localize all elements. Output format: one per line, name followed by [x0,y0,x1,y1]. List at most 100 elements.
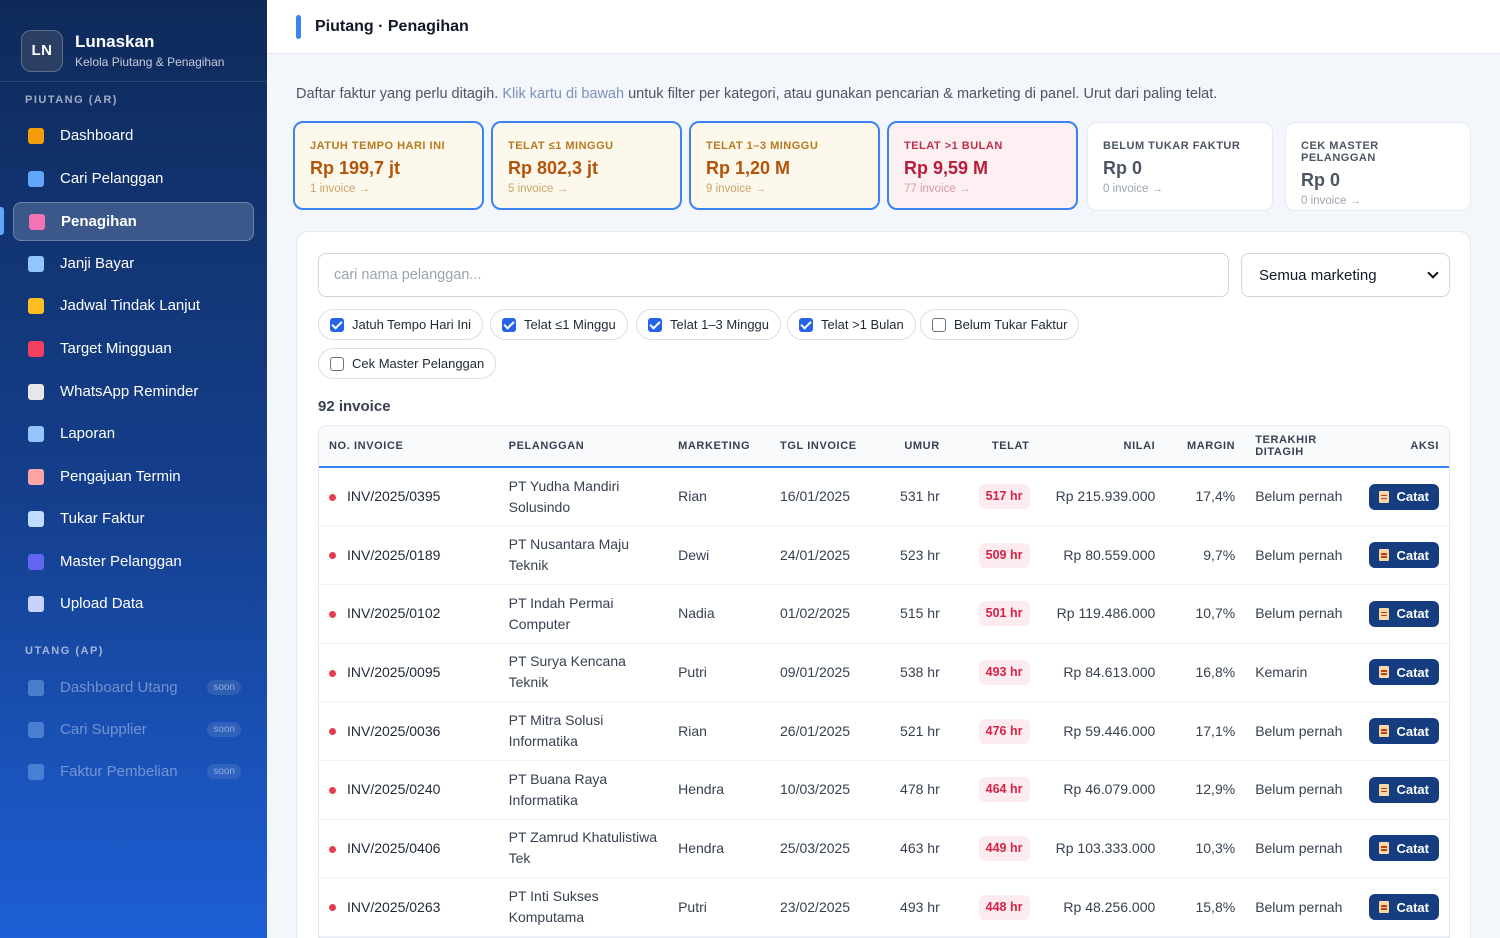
invoice-margin: 17,1% [1195,722,1236,739]
section-label-ap: UTANG (AP) [25,645,104,657]
table-row[interactable]: INV/2025/0263 PT Inti Sukses Komputama Put… [319,878,1449,937]
sidebar-item-label: Janji Bayar [60,255,135,272]
table-row[interactable]: INV/2025/0189 PT Nusantara Maju Teknik Dew… [319,526,1449,585]
sidebar-item-janji-bayar[interactable]: Janji Bayar [13,244,254,283]
filter-chip-cek-master-pelanggan[interactable]: Cek Master Pelanggan [318,348,497,379]
table-row[interactable]: INV/2025/0240 PT Buana Raya Informatika He… [319,760,1449,820]
filter-chip-belum-tukar-faktur[interactable]: Belum Tukar Faktur [920,309,1080,340]
late-badge: 449 hr [978,835,1030,861]
record-button-label: Catat [1396,899,1429,915]
sidebar-item-faktur-pembelian: Faktur Pembelian soon [13,752,254,791]
invoice-cell: INV/2025/0189 [319,526,499,585]
sidebar-item-laporan[interactable]: Laporan [13,414,254,453]
card-value: Rp 802,3 jt [508,158,599,178]
late-cell: 464 hr [950,760,1040,819]
summary-card-telat-1-minggu[interactable]: TELAT ≤1 MINGGU Rp 802,3 jt 5 invoice → [491,121,682,210]
card-invoice-count: 5 invoice → [508,183,569,195]
sidebar-item-label: WhatsApp Reminder [60,383,199,400]
marketing-select[interactable]: Semua marketing [1241,253,1450,297]
customer-name: PT Inti Sukses Komputama [508,888,599,926]
record-button-label: Catat [1396,547,1429,563]
column-header: NO. INVOICE [329,440,404,452]
filter-checkbox[interactable] [502,317,516,332]
table-row[interactable]: INV/2025/0095 PT Surya Kencana Teknik Putr… [319,643,1449,702]
customer-name: PT Yudha Mandiri Solusindo [508,477,620,515]
filter-checkbox[interactable] [330,356,344,371]
chevron-down-icon [1427,267,1439,279]
late-cell: 448 hr [950,878,1040,937]
trend-icon [28,425,44,442]
filter-chip-jatuh-tempo-hari-ini[interactable]: Jatuh Tempo Hari Ini [318,309,483,340]
record-button[interactable]: Catat [1369,483,1439,510]
filter-label: Jatuh Tempo Hari Ini [352,317,471,332]
sidebar-item-label: Target Mingguan [60,340,172,357]
overdue-dot-icon [329,669,336,677]
sidebar: LN Lunaskan Kelola Piutang & Penagihan P… [0,0,267,938]
action-cell: Catat [1357,643,1449,702]
table-row[interactable]: INV/2025/0036 PT Mitra Solusi Informatika… [319,702,1449,761]
record-button[interactable]: Catat [1369,600,1439,627]
last-billed: Belum pernah [1255,546,1343,563]
filter-chip-telat-1-minggu[interactable]: Telat ≤1 Minggu [490,309,628,340]
last-billed: Belum pernah [1255,898,1343,915]
summary-card-telat-1-3-minggu[interactable]: TELAT 1–3 MINGGU Rp 1,20 M 9 invoice → [689,121,880,210]
record-button[interactable]: Catat [1369,718,1439,745]
record-button[interactable]: Catat [1369,835,1439,862]
soon-badge: soon [207,764,241,779]
column-header: UMUR [904,440,940,452]
sidebar-item-jadwal-tindak-lanjut[interactable]: Jadwal Tindak Lanjut [13,286,254,325]
sidebar-item-penagihan[interactable]: Penagihan [13,202,254,241]
marketing-name: Rian [678,488,707,505]
record-button[interactable]: Catat [1369,659,1439,686]
late-cell: 476 hr [950,702,1040,761]
table-row[interactable]: INV/2025/0102 PT Indah Permai Computer Nad… [319,584,1449,644]
filter-checkbox[interactable] [330,317,344,332]
filter-checkbox[interactable] [799,317,813,332]
column-header: MARGIN [1186,440,1236,452]
filter-chip-telat-1-3-minggu[interactable]: Telat 1–3 Minggu [636,309,782,340]
table-row[interactable]: INV/2025/0395 PT Yudha Mandiri Solusindo R… [319,467,1449,526]
last-billed: Kemarin [1255,663,1308,680]
table-row[interactable]: INV/2025/0406 PT Zamrud Khatulistiwa Tek H… [319,819,1449,878]
filter-chip-telat-1-bulan[interactable]: Telat >1 Bulan [787,309,916,340]
invoice-number: INV/2025/0095 [347,663,441,680]
invoice-date: 10/03/2025 [780,781,851,798]
record-button-label: Catat [1396,723,1429,739]
filter-checkbox[interactable] [932,317,946,332]
search-input[interactable] [318,253,1229,297]
sidebar-item-cari-pelanggan[interactable]: Cari Pelanggan [13,159,254,198]
sidebar-item-upload-data[interactable]: Upload Data [13,584,254,623]
invoice-age: 493 hr [900,898,940,915]
sidebar-item-dashboard[interactable]: Dashboard [13,116,254,155]
customer-name: PT Zamrud Khatulistiwa Tek [508,829,657,867]
marketing-name: Hendra [678,781,725,798]
sidebar-item-target-mingguan[interactable]: Target Mingguan [13,329,254,368]
sidebar-item-tukar-faktur[interactable]: Tukar Faktur [13,499,254,538]
sidebar-item-whatsapp-reminder[interactable]: WhatsApp Reminder [13,372,254,411]
marketing-name: Putri [678,663,707,680]
record-button[interactable]: Catat [1369,776,1439,803]
action-cell: Catat [1357,584,1449,643]
late-badge: 509 hr [978,542,1030,568]
invoice-value: Rp 119.486.000 [1056,605,1156,622]
invoice-age: 538 hr [900,663,940,680]
invoice-margin: 12,9% [1195,781,1236,798]
invoice-margin: 10,3% [1195,839,1236,856]
card-value: Rp 0 [1301,170,1341,190]
record-button[interactable]: Catat [1369,542,1439,569]
header-accent-bar [296,14,301,39]
summary-card-jatuh-tempo-hari-ini[interactable]: JATUH TEMPO HARI INI Rp 199,7 jt 1 invoice… [293,121,484,210]
invoice-date: 23/02/2025 [780,898,851,915]
sidebar-item-pengajuan-termin[interactable]: Pengajuan Termin [13,457,254,496]
sidebar-item-master-pelanggan[interactable]: Master Pelanggan [13,542,254,581]
action-cell: Catat [1357,760,1449,819]
invoice-date: 16/01/2025 [780,488,851,505]
filter-checkbox[interactable] [648,317,662,332]
summary-card-cek-master-pelanggan[interactable]: CEK MASTER PELANGGAN Rp 0 0 invoice → [1285,122,1471,211]
record-button[interactable]: Catat [1369,894,1439,921]
sidebar-item-dashboard-utang: Dashboard Utang soon [13,668,254,707]
summary-card-telat-1-bulan[interactable]: TELAT >1 BULAN Rp 9,59 M 77 invoice → [887,121,1078,210]
summary-card-belum-tukar-faktur[interactable]: BELUM TUKAR FAKTUR Rp 0 0 invoice → [1087,122,1273,211]
column-header: MARKETING [678,440,751,452]
card-label: TELAT 1–3 MINGGU [706,140,819,152]
